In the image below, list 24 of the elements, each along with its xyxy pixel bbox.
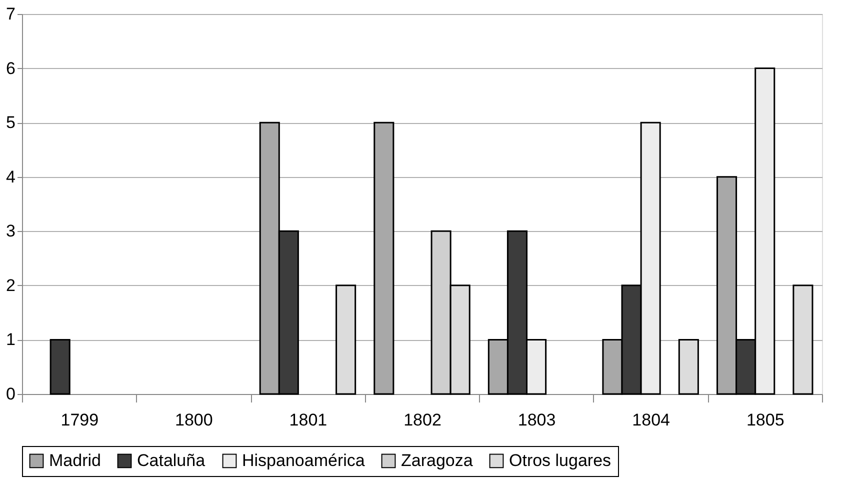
y-tick-label: 3: [6, 222, 16, 241]
x-tick-label: 1804: [632, 410, 670, 430]
bar: [50, 338, 70, 395]
legend-label: Hispanoamérica: [242, 450, 366, 470]
y-tick-label: 5: [6, 113, 16, 132]
bar: [678, 338, 699, 395]
x-tick-label: 1802: [404, 410, 442, 430]
legend-label: Cataluña: [137, 450, 206, 470]
y-tick-label: 6: [6, 58, 16, 78]
y-tick-label: 2: [6, 276, 16, 295]
bar: [792, 284, 814, 395]
x-tick-label: 1799: [60, 410, 99, 430]
y-tick-label: 0: [6, 384, 16, 404]
y-tick-label: 4: [6, 167, 16, 186]
x-tick-label: 1800: [175, 410, 213, 430]
bar: [336, 284, 356, 395]
x-tick-label: 1803: [518, 410, 556, 430]
x-tick-label: 1801: [289, 410, 328, 430]
legend-label: Zaragoza: [401, 450, 474, 470]
y-tick-label: 1: [6, 330, 16, 350]
legend-label: Madrid: [49, 450, 101, 470]
legend-label: Otros lugares: [509, 450, 612, 470]
y-tick-label: 7: [6, 4, 16, 24]
x-tick-label: 1805: [746, 410, 784, 430]
